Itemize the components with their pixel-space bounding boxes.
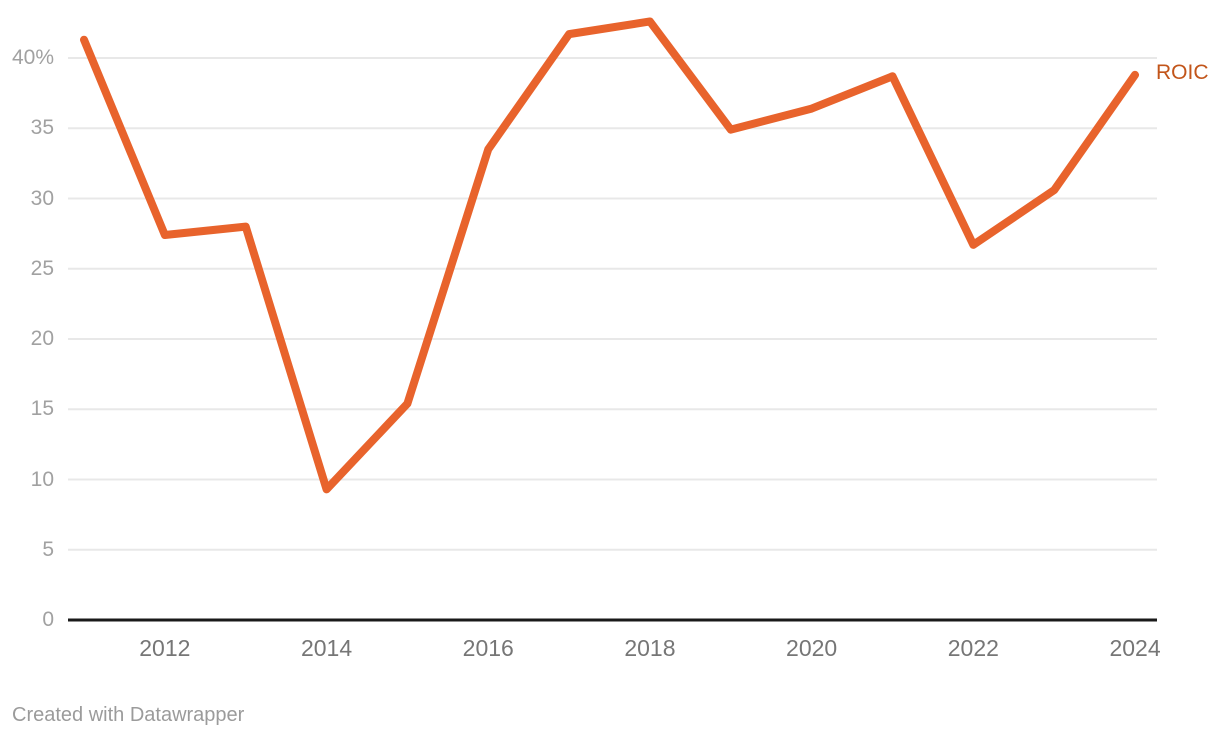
- x-tick-label: 2012: [139, 635, 191, 661]
- x-tick-label: 2014: [300, 635, 353, 661]
- y-tick-label: 40%: [11, 46, 54, 69]
- y-tick-label: 10: [30, 467, 54, 491]
- x-tick-label: 2022: [947, 635, 999, 661]
- y-tick-label: 0: [42, 608, 54, 631]
- y-tick-label: 20: [30, 327, 54, 350]
- y-tick-label: 15: [30, 397, 54, 421]
- y-tick-label: 5: [42, 537, 54, 561]
- series-label-roic: ROIC: [1156, 61, 1209, 84]
- x-tick-label: 2016: [462, 635, 514, 661]
- roic-data-line: [80, 17, 1140, 494]
- x-tick-label: 2024: [1109, 635, 1161, 661]
- x-tick-label: 2018: [624, 635, 676, 661]
- y-tick-label: 35: [30, 116, 54, 140]
- y-tick-label: 25: [30, 256, 54, 280]
- x-tick-label: 2020: [786, 635, 838, 661]
- datawrapper-attribution: Created with Datawrapper: [12, 704, 245, 726]
- y-tick-label: 30: [30, 186, 54, 210]
